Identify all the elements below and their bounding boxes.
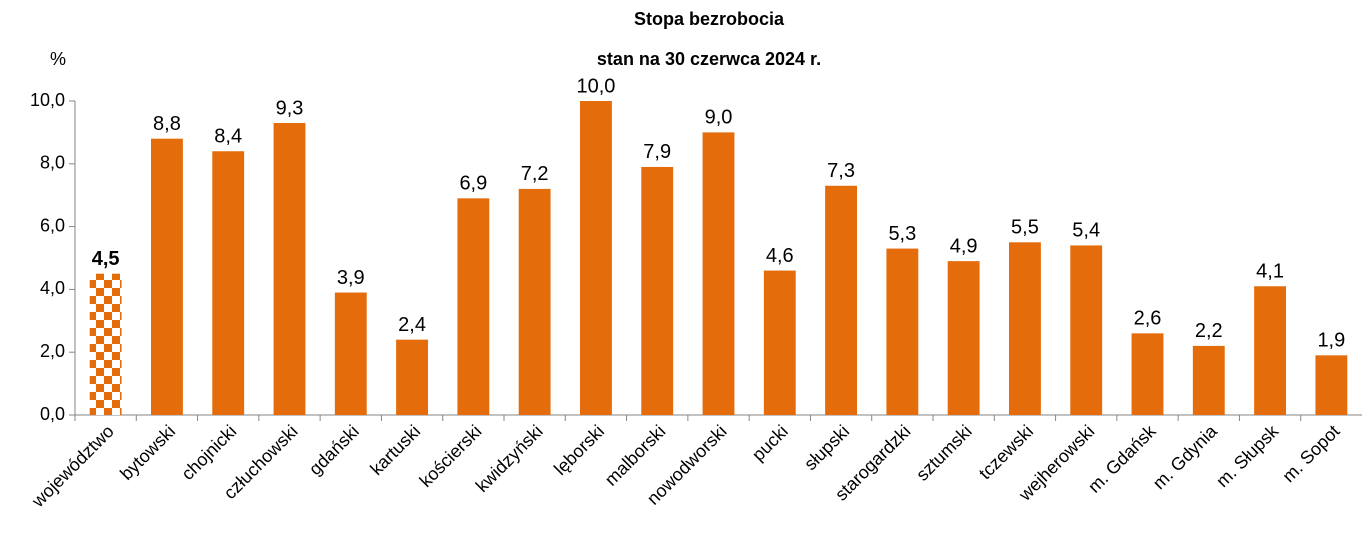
value-label: 9,0 [705, 107, 733, 129]
x-tick-label: sztumski [912, 421, 976, 485]
bar [763, 270, 796, 415]
value-label: 8,8 [153, 113, 181, 135]
chart-subtitle: stan na 30 czerwca 2024 r. [597, 49, 821, 69]
bar [1008, 242, 1041, 415]
bar [825, 185, 858, 415]
y-tick-label: 6,0 [40, 215, 65, 235]
x-tick-label: m. Gdańsk [1084, 420, 1160, 496]
y-tick-label: 4,0 [40, 278, 65, 298]
value-label: 3,9 [337, 267, 365, 289]
bar [1131, 333, 1164, 415]
bar [641, 166, 674, 415]
bar [334, 292, 367, 415]
bar [518, 188, 551, 415]
value-label: 1,9 [1317, 330, 1345, 352]
x-tick-label: lęborski [550, 421, 608, 479]
value-label: 2,2 [1195, 320, 1223, 342]
value-label: 4,1 [1256, 261, 1284, 283]
value-label: 7,3 [827, 160, 855, 182]
x-tick-label: gdański [305, 421, 363, 479]
value-label: 6,9 [459, 173, 487, 195]
value-label: 2,4 [398, 314, 426, 336]
x-tick-label: kartuski [366, 421, 424, 479]
value-label: 10,0 [576, 75, 615, 97]
value-label: 4,9 [950, 235, 978, 257]
bar [1315, 355, 1348, 415]
x-tick-label: m. Gdynia [1149, 420, 1222, 493]
bar [1192, 345, 1225, 415]
value-label: 5,4 [1072, 220, 1100, 242]
bar [579, 101, 612, 415]
value-label: 5,5 [1011, 217, 1039, 239]
chart-title: Stopa bezrobocia [634, 9, 785, 29]
x-tick-label: słupski [800, 421, 853, 474]
y-tick-label: 8,0 [40, 153, 65, 173]
value-label: 8,4 [214, 126, 242, 148]
bar [1254, 286, 1287, 415]
bar [947, 261, 980, 415]
value-label: 2,6 [1134, 308, 1162, 330]
x-tick-label: kwidzyński [472, 421, 547, 496]
bar [457, 198, 490, 415]
x-tick-label: województwo [27, 421, 118, 512]
value-label: 4,5 [92, 248, 120, 270]
value-label: 7,9 [643, 141, 671, 163]
x-tick-label: pucki [748, 421, 792, 465]
bar [886, 248, 919, 415]
bar [89, 273, 122, 415]
bar [702, 132, 735, 415]
x-tick-label: chojnicki [177, 421, 240, 484]
bar [396, 339, 429, 415]
value-label: 5,3 [888, 223, 916, 245]
x-tick-label: m. Słupsk [1212, 420, 1283, 491]
bar [273, 122, 306, 415]
bar [1070, 245, 1103, 415]
x-tick-label: tczewski [975, 421, 1037, 483]
y-tick-label: 2,0 [40, 341, 65, 361]
value-label: 7,2 [521, 163, 549, 185]
x-tick-label: m. Sopot [1278, 421, 1343, 486]
y-tick-label: 0,0 [40, 404, 65, 424]
bar [212, 151, 245, 416]
value-label: 4,6 [766, 245, 794, 267]
bar [150, 138, 183, 415]
y-tick-label: 10,0 [30, 90, 65, 110]
y-axis-label: % [50, 49, 66, 69]
x-tick-label: bytowski [116, 421, 179, 484]
value-label: 9,3 [276, 97, 304, 119]
